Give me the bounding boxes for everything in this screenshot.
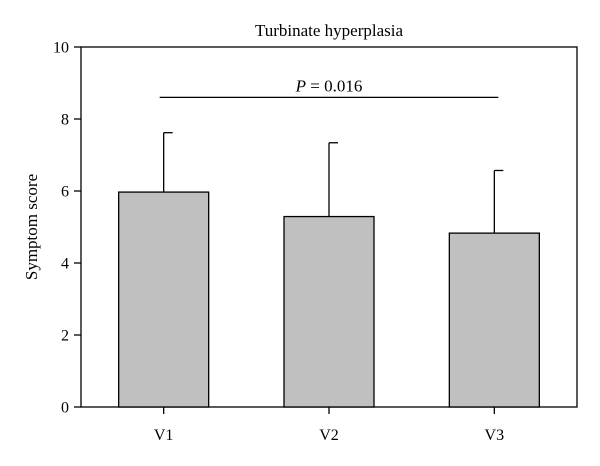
bar-v1 xyxy=(118,191,210,408)
x-tick-label: V2 xyxy=(319,427,339,444)
y-axis-label: Symptom score xyxy=(22,174,41,280)
y-tick-label: 6 xyxy=(61,184,69,201)
y-tick-label: 2 xyxy=(61,328,69,345)
y-tick-label: 4 xyxy=(61,256,69,273)
plot-area: 0 2 4 6 8 10 V1 V2 V3 P = 0.016 xyxy=(53,40,578,444)
p-value: = 0.016 xyxy=(306,76,362,95)
bar-v3 xyxy=(448,232,540,408)
y-tick-label: 8 xyxy=(61,112,69,129)
p-symbol: P xyxy=(295,76,306,95)
chart-title: Turbinate hyperplasia xyxy=(255,21,404,40)
x-tick-label: V3 xyxy=(485,427,505,444)
bar-v2 xyxy=(283,215,375,408)
x-tick-label: V1 xyxy=(154,427,174,444)
p-value-annotation: P = 0.016 xyxy=(295,76,363,95)
y-tick-label: 10 xyxy=(53,40,69,57)
y-tick-label: 0 xyxy=(61,400,69,417)
